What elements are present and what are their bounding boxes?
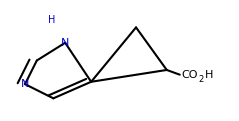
Text: CO: CO <box>181 70 197 80</box>
Text: N: N <box>61 38 69 48</box>
Text: H: H <box>49 15 56 25</box>
Text: 2: 2 <box>198 75 203 84</box>
Text: N: N <box>21 79 29 89</box>
Text: H: H <box>205 70 213 80</box>
